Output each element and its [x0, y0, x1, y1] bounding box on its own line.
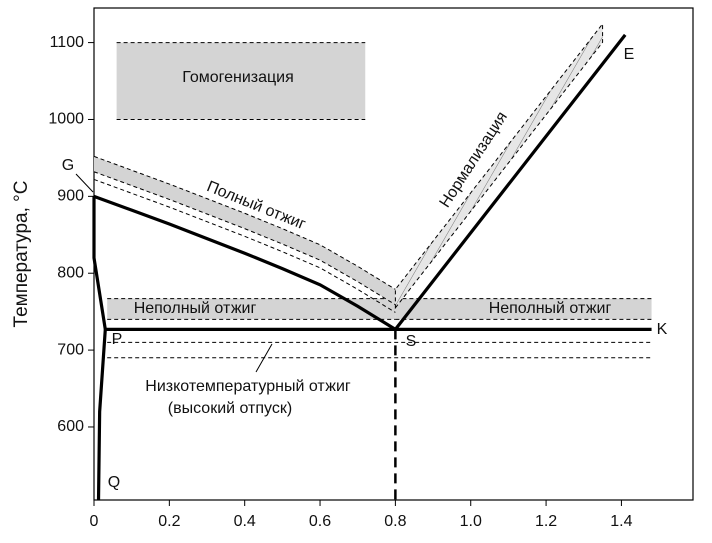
curve	[96, 329, 107, 501]
curve	[394, 33, 627, 331]
x-tick-label: 1.2	[535, 513, 557, 530]
y-axis-title: Температура, °C	[11, 181, 32, 328]
y-tick-label: 900	[57, 188, 84, 205]
region-label: Неполный отжиг	[489, 300, 612, 317]
y-tick-label: 800	[57, 264, 84, 281]
region	[116, 42, 366, 120]
region-label: Гомогенизация	[182, 69, 294, 86]
region	[107, 298, 396, 320]
point-label: S	[406, 333, 417, 350]
curve	[92, 196, 107, 330]
x-tick-label: 0.8	[384, 513, 406, 530]
region	[107, 342, 651, 357]
full-anneal-band	[94, 156, 396, 305]
y-tick-label: 1100	[50, 34, 85, 51]
x-tick-label: 1.0	[460, 513, 482, 530]
x-tick-label: 0	[90, 513, 99, 530]
leader-line	[75, 173, 94, 193]
leader-line	[255, 343, 273, 373]
x-tick-label: 0.4	[234, 513, 256, 530]
y-tick-label: 600	[57, 418, 84, 435]
region	[395, 298, 652, 320]
x-tick-label: 1.4	[610, 513, 632, 530]
point-label: K	[657, 321, 668, 338]
full-anneal-boundary	[93, 155, 396, 290]
region-label: Неполный отжиг	[134, 300, 257, 317]
point-label: E	[624, 46, 635, 63]
region-label: (высокий отпуск)	[168, 400, 292, 417]
full-anneal-boundary	[93, 171, 396, 306]
curve	[93, 194, 397, 331]
full-anneal-boundary	[93, 178, 396, 313]
point-label: G	[62, 157, 74, 174]
x-tick-label: 0.2	[158, 513, 180, 530]
point-label: P	[112, 331, 123, 348]
point-label: Q	[108, 474, 120, 491]
y-tick-label: 1000	[48, 111, 84, 128]
y-tick-label: 700	[57, 341, 84, 358]
x-tick-label: 0.6	[309, 513, 331, 530]
region-label: Низкотемпературный отжиг	[145, 378, 351, 395]
normalization-band	[394, 22, 604, 310]
